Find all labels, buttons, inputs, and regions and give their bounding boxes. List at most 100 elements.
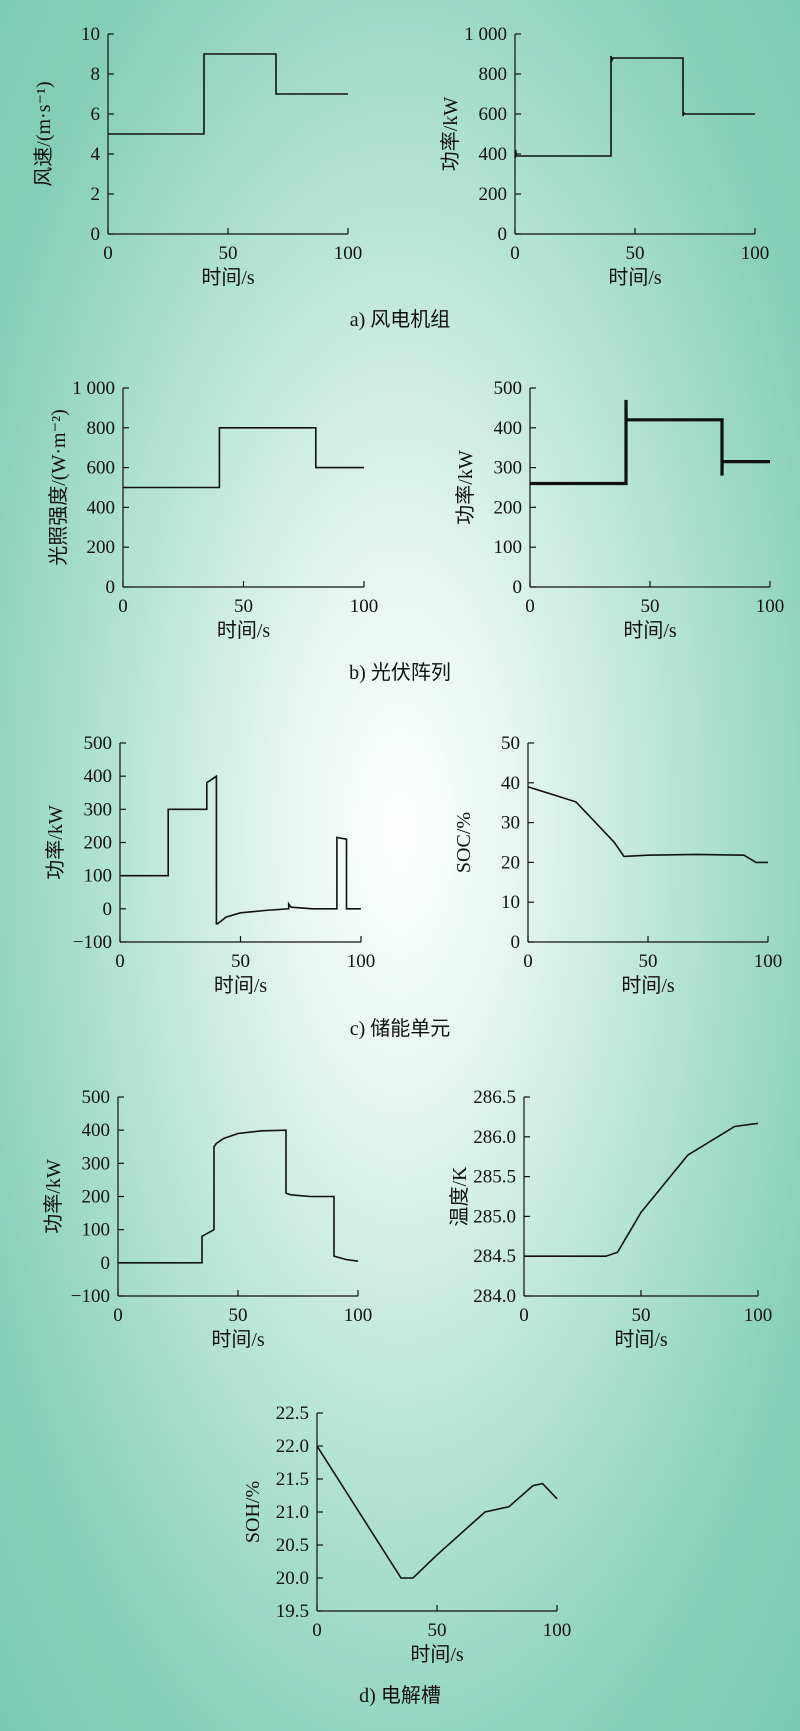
y-tick-label: 1 000	[464, 24, 507, 45]
series-line	[530, 399, 770, 486]
y-tick-label: 400	[84, 766, 113, 787]
y-axis-label: 功率/kW	[42, 1159, 65, 1234]
y-tick-label: 285.5	[473, 1167, 516, 1188]
chart-electrolyzer-soh: 19.5 20.0 20.5 21.0 21.5 22.0 22.5 0 50 100 时间/s SO…	[242, 1403, 571, 1666]
x-tick-label: 50	[641, 596, 660, 617]
series-line	[527, 786, 768, 864]
series-line	[316, 1445, 558, 1579]
y-tick-label: 100	[82, 1220, 111, 1241]
x-tick-label: 100	[334, 243, 363, 264]
x-tick-label: 50	[639, 951, 658, 972]
y-tick-label: 300	[84, 799, 113, 820]
y-tick-label: 100	[494, 537, 523, 558]
x-axis-label: 时间/s	[608, 266, 662, 289]
y-tick-label: 200	[84, 833, 113, 854]
x-tick-label: 50	[229, 1305, 248, 1326]
y-tick-label: 200	[82, 1187, 111, 1208]
y-tick-label: 22.5	[276, 1403, 309, 1424]
y-tick-label: 100	[84, 866, 113, 887]
x-tick-label: 0	[519, 1305, 529, 1326]
x-tick-label: 0	[113, 1305, 123, 1326]
y-tick-label: 20	[501, 852, 520, 873]
chart-wind-power: 0 200 400 600 800 1 000 0 50 100 时间/s 功率/kW	[439, 24, 769, 289]
y-tick-label: 500	[84, 733, 113, 754]
x-tick-label: 50	[231, 951, 250, 972]
x-tick-label: 0	[103, 243, 113, 264]
caption-b: b) 光伏阵列	[349, 661, 451, 684]
chart-electrolyzer-temperature: 284.0 284.5 285.0 285.5 286.0 286.5 0 50 100 时间/s…	[448, 1087, 772, 1351]
series-line	[514, 55, 755, 159]
y-tick-label: 4	[91, 144, 101, 165]
x-tick-label: 50	[632, 1305, 651, 1326]
caption-c: c) 储能单元	[350, 1017, 451, 1040]
series-line	[524, 1122, 759, 1257]
y-tick-label: 400	[87, 497, 116, 518]
x-tick-label: 0	[525, 596, 535, 617]
y-axis-label: 功率/kW	[454, 450, 477, 525]
y-tick-label: 0	[103, 899, 113, 920]
x-tick-label: 0	[523, 951, 533, 972]
y-tick-label: 0	[498, 224, 508, 245]
caption-a: a) 风电机组	[350, 308, 451, 331]
chart-pv-power: 0 100 200 300 400 500 0 50 100 时间/s 功率/kW	[454, 378, 784, 642]
y-tick-label: −100	[71, 1286, 110, 1307]
y-tick-label: 0	[106, 577, 116, 598]
x-tick-label: 50	[234, 596, 253, 617]
y-tick-label: 800	[87, 418, 116, 439]
x-tick-label: 100	[754, 951, 783, 972]
x-tick-label: 0	[510, 243, 520, 264]
y-tick-label: 800	[479, 64, 508, 85]
x-axis-label: 时间/s	[214, 974, 268, 997]
x-axis-label: 时间/s	[217, 619, 271, 642]
y-tick-label: 10	[501, 892, 520, 913]
x-axis-label: 时间/s	[410, 1643, 464, 1666]
y-axis-label: 功率/kW	[44, 805, 67, 880]
x-tick-label: 100	[350, 596, 379, 617]
y-tick-label: 21.0	[276, 1502, 309, 1523]
series-line	[120, 774, 361, 925]
y-tick-label: 285.0	[473, 1206, 516, 1227]
y-tick-label: 1 000	[72, 378, 115, 399]
series-line	[118, 1129, 359, 1264]
x-axis-label: 时间/s	[211, 1328, 265, 1351]
y-axis-label: 光照强度/(W·m⁻²)	[47, 409, 70, 566]
y-tick-label: 400	[479, 144, 508, 165]
chart-storage-soc: 0 10 20 30 40 50 0 50 100 时间/s SOC/%	[453, 733, 782, 997]
x-axis-label: 时间/s	[614, 1328, 668, 1351]
y-tick-label: 40	[501, 773, 520, 794]
y-axis-label: 温度/K	[448, 1166, 471, 1227]
x-axis-label: 时间/s	[623, 619, 677, 642]
x-axis-label: 时间/s	[621, 974, 675, 997]
y-tick-label: 200	[87, 537, 116, 558]
y-tick-label: 300	[82, 1153, 111, 1174]
y-axis-label: SOC/%	[453, 812, 475, 873]
x-tick-label: 50	[428, 1620, 447, 1641]
x-tick-label: 100	[344, 1305, 373, 1326]
y-tick-label: 284.0	[473, 1286, 516, 1307]
y-tick-label: 10	[81, 24, 100, 45]
caption-d: d) 电解槽	[359, 1684, 441, 1707]
y-tick-label: 500	[494, 378, 523, 399]
y-tick-label: 2	[91, 184, 101, 205]
y-tick-label: 500	[82, 1087, 111, 1108]
y-tick-label: 6	[91, 104, 101, 125]
x-tick-label: 100	[744, 1305, 773, 1326]
y-tick-label: 400	[82, 1120, 111, 1141]
y-tick-label: 200	[479, 184, 508, 205]
x-tick-label: 100	[756, 596, 785, 617]
x-tick-label: 0	[118, 596, 128, 617]
y-tick-label: 20.5	[276, 1535, 309, 1556]
y-tick-label: 0	[511, 932, 521, 953]
y-axis-label: 风速/(m·s⁻¹)	[32, 81, 55, 186]
x-tick-label: 100	[741, 243, 770, 264]
y-tick-label: 300	[494, 458, 523, 479]
y-tick-label: 8	[91, 64, 101, 85]
y-axis-label: 功率/kW	[439, 97, 462, 172]
y-tick-label: 21.5	[276, 1469, 309, 1490]
y-tick-label: 284.5	[473, 1246, 516, 1267]
series-line	[108, 53, 348, 135]
